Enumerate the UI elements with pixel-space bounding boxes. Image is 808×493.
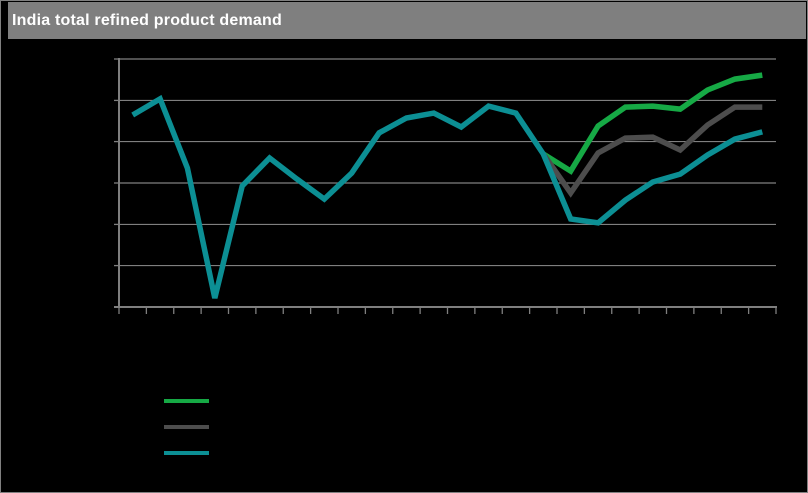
series-line-teal [131,94,763,299]
series-line-gray [541,104,763,198]
chart-canvas [114,58,777,314]
title-bar: India total refined product demand [8,2,806,39]
chart-title: India total refined product demand [12,11,282,29]
series-line-green [541,72,763,175]
